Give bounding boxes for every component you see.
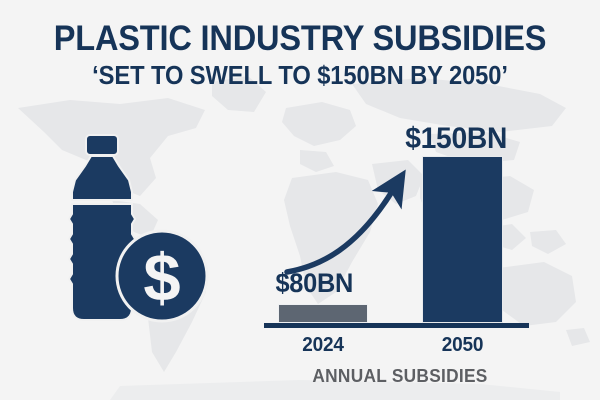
bar-2024[interactable]	[278, 304, 368, 323]
upward-growth-arrow-icon	[284, 169, 406, 275]
x-tick-label-2024: 2024	[302, 334, 344, 356]
x-axis-label: ANNUAL SUBSIDIES	[312, 366, 488, 386]
bottle-and-coin-illustration: $	[55, 130, 220, 335]
bar-chart: $80BN $150BN 2024 2050 ANNUAL SUBSIDIES	[255, 110, 545, 395]
bar-2050[interactable]	[422, 156, 503, 323]
page-subtitle: ‘SET TO SWELL TO $150BN BY 2050’	[92, 62, 508, 90]
value-label-2050: $150BN	[405, 122, 508, 155]
value-label-2024: $80BN	[275, 268, 354, 298]
x-tick-label-2050: 2050	[441, 334, 484, 356]
header: PLASTIC INDUSTRY SUBSIDIES ‘SET TO SWELL…	[0, 0, 600, 90]
axis-baseline	[264, 323, 529, 328]
dollar-coin-icon: $	[115, 229, 209, 323]
coin-dollar-glyph: $	[143, 241, 180, 316]
page-title: PLASTIC INDUSTRY SUBSIDIES	[53, 19, 547, 58]
